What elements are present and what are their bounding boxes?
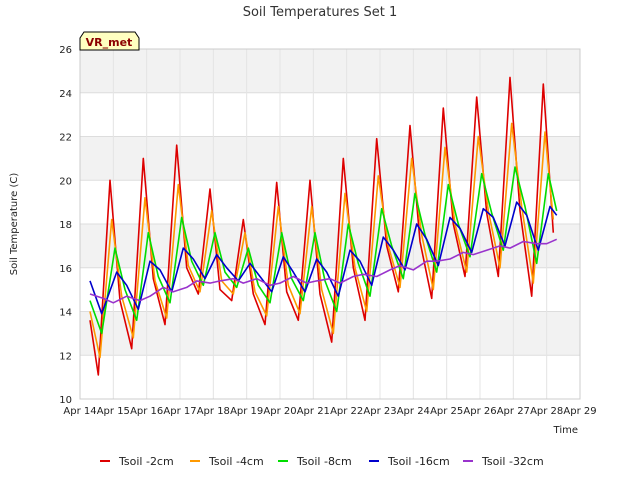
x-tick-label: Apr 14 (63, 406, 96, 417)
y-axis-title: Soil Temperature (C) (9, 173, 20, 276)
vr-met-badge: VR_met (79, 31, 140, 51)
chart-title: Soil Temperatures Set 1 (243, 5, 398, 20)
y-tick-label: 20 (59, 176, 72, 187)
x-tick-label: Apr 18 (197, 406, 230, 417)
badge-label: VR_met (86, 36, 133, 49)
legend: Tsoil -2cm Tsoil -4cm Tsoil -8cm Tsoil -16c… (100, 455, 544, 468)
x-tick-label: Apr 17 (163, 406, 196, 417)
axes (79, 48, 581, 400)
badge-shape (79, 31, 140, 51)
series-line (89, 238, 558, 304)
legend-label: Tsoil -32cm (481, 455, 544, 468)
y-tick-label: 18 (59, 220, 72, 231)
x-tick-label: Apr 24 (397, 406, 430, 417)
y-tick-label: 16 (59, 264, 72, 275)
series-line (89, 76, 555, 376)
plot-band (80, 136, 580, 181)
y-tick-label: 22 (59, 133, 72, 144)
series-lines (89, 76, 558, 376)
y-tick-label: 26 (59, 45, 72, 56)
legend-label: Tsoil -2cm (118, 455, 174, 468)
legend-label: Tsoil -4cm (208, 455, 264, 468)
x-tick-label: Apr 15 (97, 406, 130, 417)
x-tick-label: Apr 20 (263, 406, 296, 417)
y-tick-label: 12 (59, 351, 72, 362)
plot-band (80, 49, 580, 93)
legend-label: Tsoil -8cm (296, 455, 352, 468)
x-tick-label: Apr 23 (363, 406, 396, 417)
x-tick-label: Apr 26 (463, 406, 496, 417)
series-line (89, 166, 558, 335)
x-tick-label: Apr 27 (497, 406, 530, 417)
series-line (89, 122, 555, 359)
x-tick-label: Apr 25 (430, 406, 463, 417)
x-tick-label: Apr 19 (230, 406, 263, 417)
y-tick-label: 10 (59, 395, 72, 406)
y-tick-label: 24 (59, 89, 72, 100)
x-tick-label: Apr 29 (563, 406, 596, 417)
plot-border (79, 48, 581, 400)
x-tick-label: Apr 22 (330, 406, 363, 417)
x-axis-title: Time (553, 425, 578, 436)
x-tick-label: Apr 28 (530, 406, 563, 417)
y-tick-label: 14 (59, 308, 72, 319)
x-tick-label: Apr 16 (130, 406, 163, 417)
legend-label: Tsoil -16cm (387, 455, 450, 468)
x-tick-label: Apr 21 (297, 406, 330, 417)
